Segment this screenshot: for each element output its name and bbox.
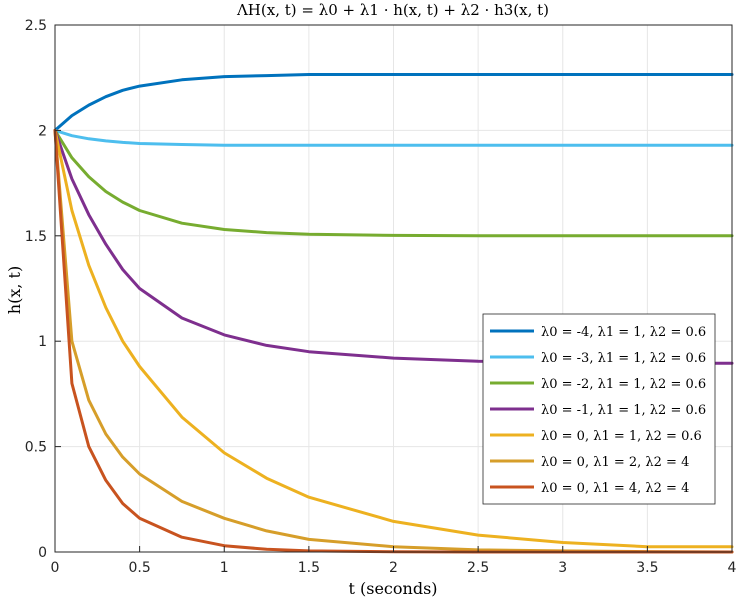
series-line <box>53 128 734 238</box>
x-axis-ticks: 0 0.5 1 1.5 2 2.5 3 3.5 4 <box>51 546 737 576</box>
series-line <box>53 73 734 132</box>
y-tick-label: 2.5 <box>25 18 47 34</box>
x-tick-label: 2 <box>389 560 398 576</box>
legend-label: λ0 = -4, λ1 = 1, λ2 = 0.6 <box>541 325 706 340</box>
legend-label: λ0 = -2, λ1 = 1, λ2 = 0.6 <box>541 377 706 392</box>
series-line <box>53 128 734 147</box>
chart-title: ΛH(x, t) = λ0 + λ1 · h(x, t) + λ2 · h3(x… <box>236 1 549 19</box>
legend-label: λ0 = 0, λ1 = 2, λ2 = 4 <box>541 455 689 470</box>
x-tick-label: 2.5 <box>467 560 489 576</box>
x-tick-label: 0.5 <box>128 560 150 576</box>
legend-label: λ0 = 0, λ1 = 1, λ2 = 0.6 <box>541 429 702 444</box>
y-tick-label: 1.5 <box>25 229 47 245</box>
x-tick-label: 0 <box>51 560 60 576</box>
y-tick-label: 0 <box>38 545 47 561</box>
y-tick-label: 1 <box>38 334 47 350</box>
legend-label: λ0 = -3, λ1 = 1, λ2 = 0.6 <box>541 351 706 366</box>
series-line <box>53 128 734 549</box>
y-tick-label: 2 <box>38 123 47 139</box>
x-tick-label: 3.5 <box>636 560 658 576</box>
y-axis-label: h(x, t) <box>5 266 24 314</box>
legend-label: λ0 = -1, λ1 = 1, λ2 = 0.6 <box>541 403 706 418</box>
x-axis-label: t (seconds) <box>348 579 437 598</box>
y-tick-label: 0.5 <box>25 440 47 456</box>
x-tick-label: 3 <box>558 560 567 576</box>
y-axis-ticks: 0 0.5 1 1.5 2 2.5 <box>25 18 61 561</box>
x-tick-label: 1.5 <box>298 560 320 576</box>
x-tick-label: 1 <box>220 560 229 576</box>
legend: λ0 = -4, λ1 = 1, λ2 = 0.6 λ0 = -3, λ1 = 1… <box>482 313 716 505</box>
x-tick-label: 4 <box>728 560 737 576</box>
legend-label: λ0 = 0, λ1 = 4, λ2 = 4 <box>541 481 689 496</box>
